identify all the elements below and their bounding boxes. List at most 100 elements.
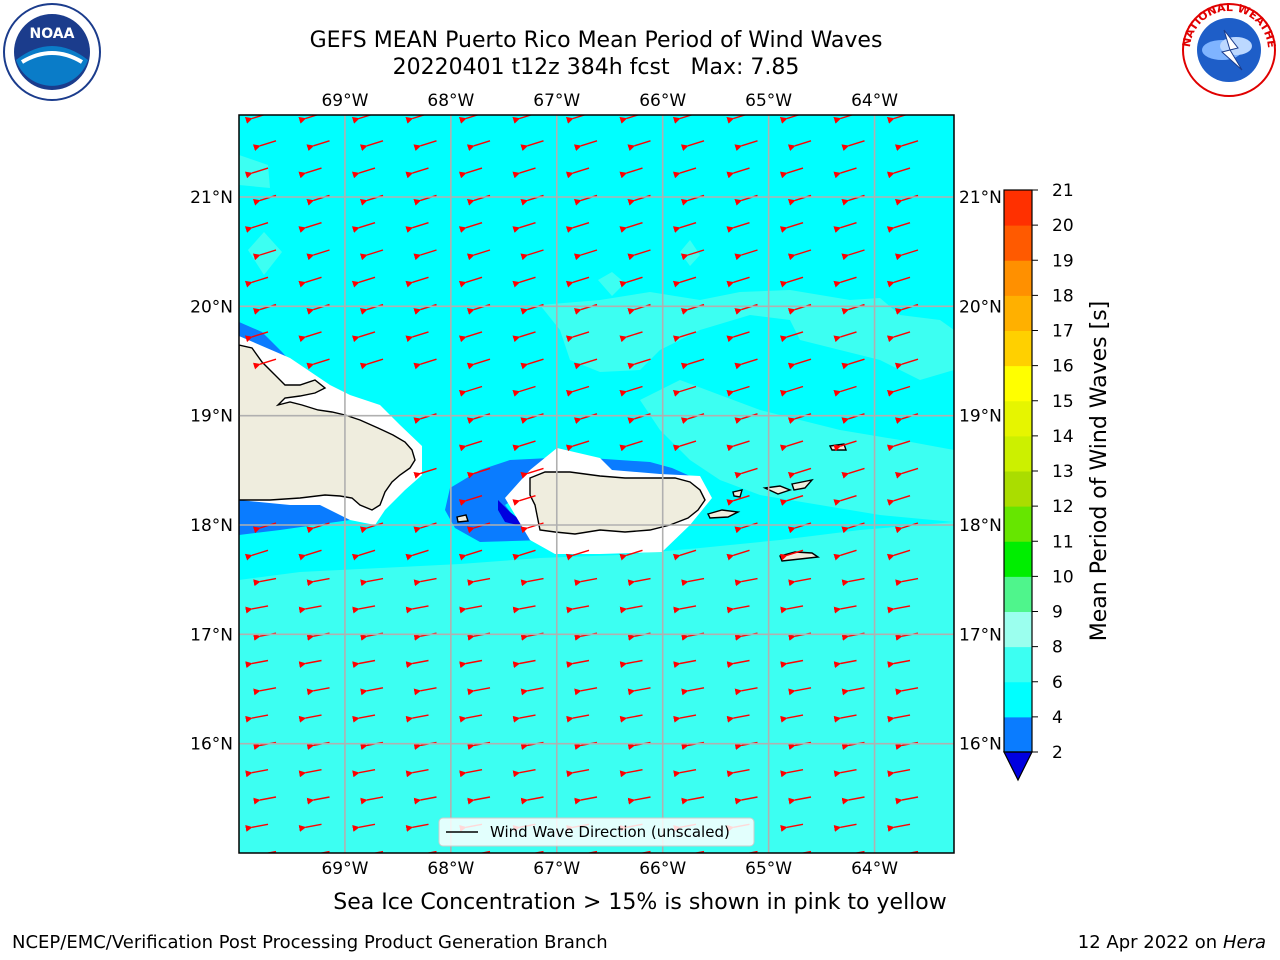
- wind-wave-arrow: [352, 823, 376, 832]
- wind-wave-arrow: [253, 577, 277, 587]
- wind-wave-arrow: [787, 140, 812, 152]
- wind-wave-arrow: [672, 440, 697, 452]
- wind-wave-arrow: [520, 850, 544, 853]
- wind-wave-arrow: [466, 140, 491, 152]
- wind-wave-arrow: [734, 140, 758, 152]
- wind-wave-arrow: [779, 167, 804, 179]
- period-patch: [680, 240, 700, 266]
- wind-wave-arrow: [681, 687, 705, 696]
- wind-wave-arrow: [734, 358, 758, 370]
- wind-wave-arrow: [352, 659, 376, 669]
- wind-wave-arrow: [619, 440, 643, 452]
- wind-wave-arrow: [726, 222, 750, 233]
- wind-wave-arrow: [405, 167, 429, 179]
- wind-wave-arrow: [566, 769, 590, 778]
- wind-wave-arrow: [352, 769, 376, 778]
- wind-wave-arrow: [833, 823, 857, 832]
- wind-wave-arrow: [895, 577, 919, 587]
- colorbar-swatch: [1004, 225, 1032, 261]
- colorbar-tick-label: 11: [1052, 532, 1074, 552]
- wind-wave-arrow: [734, 249, 758, 261]
- colorbar-tick-label: 15: [1052, 392, 1074, 412]
- period-patch: [239, 155, 270, 188]
- wind-wave-arrow: [833, 331, 857, 343]
- lon-tick-label-bottom: 65°W: [745, 859, 792, 879]
- wind-wave-arrow: [351, 115, 373, 124]
- wind-wave-arrow: [886, 440, 911, 452]
- wind-wave-arrow: [512, 331, 536, 343]
- colorbar-label: Mean Period of Wind Waves [s]: [1087, 301, 1112, 641]
- colorbar-under-triangle: [1003, 751, 1033, 782]
- wind-wave-arrow: [619, 115, 641, 124]
- wind-wave-arrow: [458, 331, 483, 343]
- colorbar-tick-label: 18: [1052, 286, 1074, 306]
- wind-wave-arrow: [351, 276, 376, 288]
- legend-box: [438, 817, 755, 847]
- wind-wave-arrow: [566, 659, 590, 669]
- wind-wave-arrow: [245, 823, 269, 832]
- wind-wave-arrow: [405, 659, 429, 669]
- wind-wave-arrow: [359, 249, 384, 261]
- svg-text:NOAA: NOAA: [30, 26, 75, 42]
- wind-wave-arrow: [673, 769, 697, 778]
- land-virgin-islands: [762, 485, 793, 495]
- colorbar-tick-label: 17: [1052, 322, 1074, 342]
- wind-wave-arrow: [565, 331, 590, 343]
- wind-wave-arrow: [573, 358, 598, 370]
- wind-wave-arrow: [245, 769, 269, 778]
- chart-subtitle: 20220401 t12z 384h fcst Max: 7.85: [392, 55, 800, 80]
- lat-tick-label-right: 21°N: [959, 188, 1002, 208]
- wind-wave-arrow: [405, 823, 429, 832]
- lon-tick-label-bottom: 67°W: [533, 859, 580, 879]
- wind-wave-arrow: [780, 605, 804, 614]
- colorbar-swatch: [1004, 611, 1032, 648]
- wind-wave-arrow: [627, 140, 651, 152]
- colorbar-tick-label: 19: [1052, 251, 1074, 271]
- wind-wave-arrow: [887, 769, 911, 778]
- wind-wave-arrow: [779, 385, 804, 397]
- wind-wave-arrow: [566, 714, 590, 723]
- wind-wave-arrow: [351, 222, 376, 233]
- land-puerto-rico: [529, 471, 706, 535]
- wind-wave-arrow: [726, 605, 750, 614]
- wind-wave-arrow: [512, 115, 534, 124]
- wind-wave-arrow: [726, 331, 750, 343]
- wind-wave-arrow: [681, 577, 705, 587]
- wind-wave-arrow: [673, 605, 697, 614]
- wind-wave-arrow: [726, 549, 750, 561]
- wind-wave-arrow: [306, 796, 330, 805]
- map-frame: [238, 114, 955, 854]
- wind-wave-arrow: [887, 714, 911, 723]
- wind-wave-arrow: [734, 467, 758, 479]
- wind-wave-arrow: [459, 714, 483, 723]
- wind-wave-arrow: [413, 577, 437, 587]
- wind-wave-arrow: [886, 167, 911, 179]
- colorbar-tick-label: 8: [1052, 638, 1063, 658]
- wind-wave-arrow: [565, 115, 587, 124]
- wind-wave-arrow: [352, 605, 376, 614]
- wind-wave-arrow: [841, 467, 865, 479]
- wind-wave-arrow: [253, 796, 277, 805]
- colorbar-swatch: [1004, 190, 1032, 226]
- wind-wave-arrow: [573, 140, 598, 152]
- wind-wave-arrow: [566, 605, 590, 614]
- colorbar-swatch: [1004, 716, 1032, 753]
- wind-wave-arrow: [298, 222, 322, 233]
- wind-wave-arrow: [734, 577, 758, 587]
- wind-wave-arrow: [359, 140, 384, 152]
- wind-wave-arrow: [886, 495, 911, 506]
- wind-wave-arrow: [833, 769, 857, 778]
- wind-wave-arrow: [734, 796, 758, 805]
- wind-wave-arrow: [458, 385, 483, 397]
- wind-wave-arrow: [306, 358, 330, 370]
- wind-wave-arrow: [360, 796, 384, 805]
- wind-wave-arrow: [244, 549, 269, 561]
- colorbar-tick-label: 13: [1052, 462, 1074, 482]
- wind-wave-arrow: [306, 687, 330, 696]
- wind-wave-arrow: [352, 714, 376, 723]
- wind-wave-arrow: [627, 687, 651, 696]
- wind-wave-arrow: [726, 276, 750, 288]
- wind-wave-arrow: [253, 850, 277, 853]
- wind-wave-arrow: [673, 714, 697, 723]
- wind-wave-arrow: [833, 276, 857, 288]
